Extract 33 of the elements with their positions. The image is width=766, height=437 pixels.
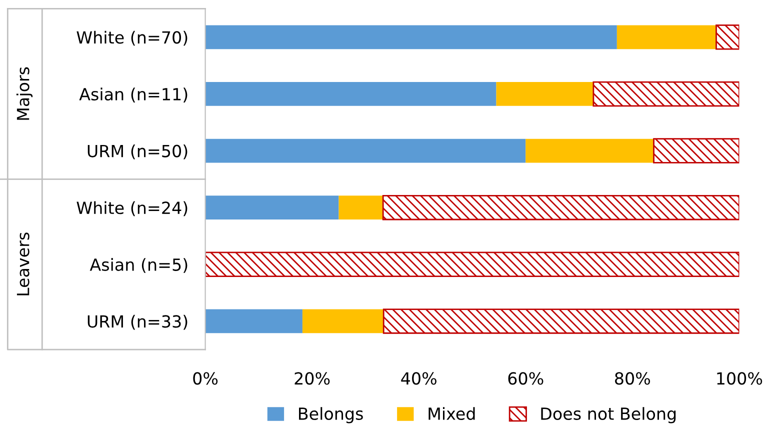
y-tick-label: URM (n=33)	[88, 314, 188, 330]
y-tick-label: Asian (n=11)	[79, 88, 188, 102]
y-tick-label: Asian (n=5)	[90, 258, 188, 273]
x-tick-label: 80%	[615, 372, 650, 385]
bar	[592, 81, 740, 107]
x-tick-label: 40%	[401, 372, 436, 385]
bar	[205, 82, 496, 106]
bar	[205, 309, 302, 334]
x-tick-label: 60%	[508, 372, 544, 385]
y-tick-label: URM (n=50)	[88, 144, 188, 160]
x-tick-label: 20%	[294, 372, 330, 385]
bar	[205, 138, 526, 163]
y-tick-label: White (n=70)	[76, 30, 188, 46]
bar	[526, 138, 654, 163]
bar	[205, 25, 617, 50]
x-tick-label: 0%	[193, 372, 218, 385]
bar	[616, 25, 716, 50]
bar	[205, 252, 740, 278]
bar	[302, 309, 384, 334]
bar	[653, 138, 740, 164]
text: Leavers	[16, 232, 30, 296]
legend-label: Belongs	[299, 407, 363, 424]
y-tick-label: White (n=24)	[76, 201, 188, 216]
text: Majors	[16, 67, 33, 120]
x-tick-label: 100%	[717, 372, 762, 385]
bar	[716, 24, 740, 50]
bar	[338, 196, 384, 220]
legend-label: Mixed	[428, 407, 475, 420]
legend-label: Does not Belong	[541, 407, 676, 424]
bar	[382, 308, 740, 334]
bar	[205, 196, 339, 220]
bar	[382, 194, 740, 220]
bar	[496, 82, 594, 106]
